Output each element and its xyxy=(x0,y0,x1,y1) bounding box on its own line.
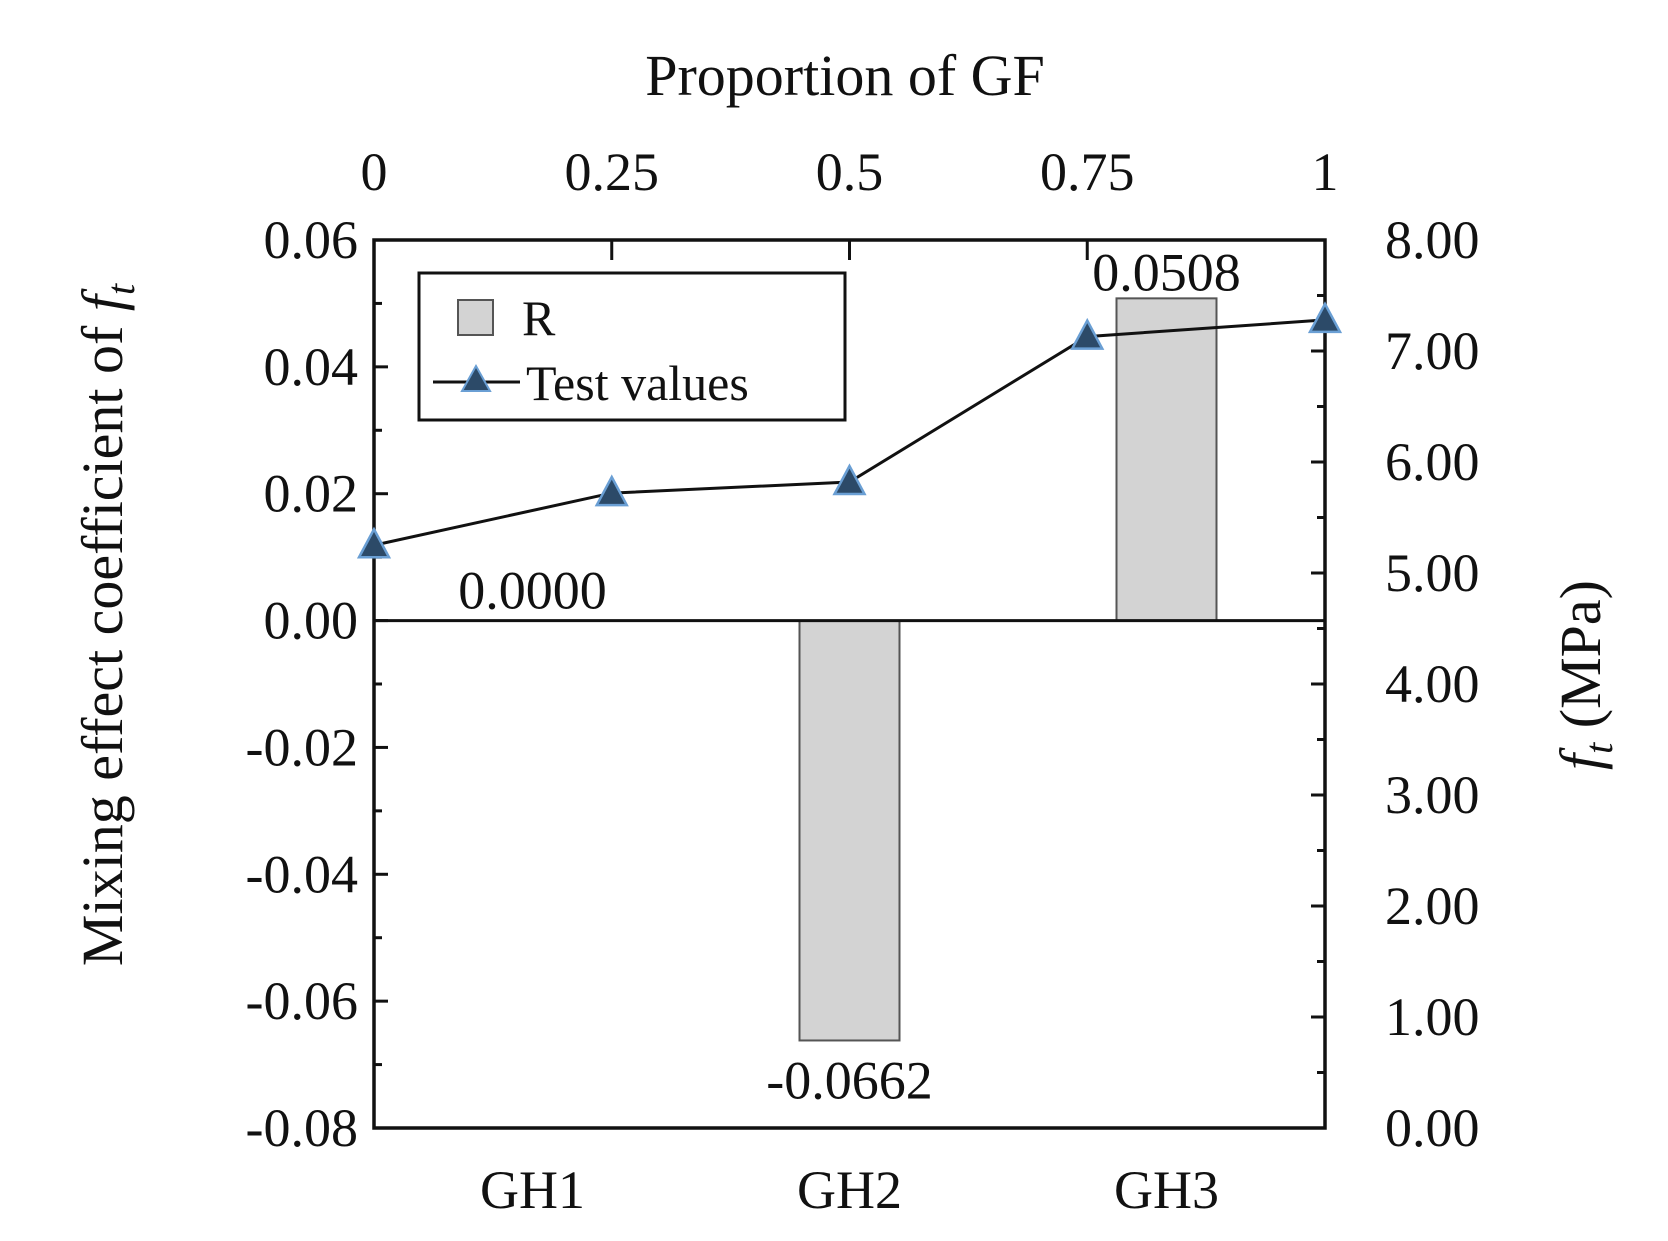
right-tick-label: 1.00 xyxy=(1385,987,1480,1047)
top-tick-label: 0 xyxy=(361,142,388,202)
category-label-gh1: GH1 xyxy=(480,1160,585,1220)
bar-gh3 xyxy=(1115,297,1218,622)
labels-layer: 0.0000 GH1 -0.0662 GH2 0.0508 GH3 0.06 0.04 0.02… xyxy=(246,142,1480,1220)
test-value-marker xyxy=(1070,317,1105,350)
left-tick-label: -0.08 xyxy=(246,1098,358,1158)
left-axis-title-subscript: t xyxy=(98,283,143,295)
right-tick-label: 2.00 xyxy=(1385,876,1480,936)
bar-gh2 xyxy=(798,619,901,1042)
left-tick-label: -0.04 xyxy=(246,844,358,904)
legend-box xyxy=(417,271,847,422)
right-tick-label: 8.00 xyxy=(1385,210,1480,270)
bars-layer xyxy=(798,297,1218,1042)
right-tick-label: 3.00 xyxy=(1385,765,1480,825)
right-tick-label: 4.00 xyxy=(1385,654,1480,714)
test-value-marker xyxy=(1307,301,1343,334)
left-tick-label: 0.00 xyxy=(264,591,359,651)
category-label-gh2: GH2 xyxy=(797,1160,902,1220)
top-tick-label: 1 xyxy=(1312,142,1339,202)
bar-value-label-gh2: -0.0662 xyxy=(766,1050,932,1110)
bar-value-label-gh1: 0.0000 xyxy=(458,561,607,621)
left-tick-label: -0.02 xyxy=(246,717,358,777)
top-axis-title: Proportion of GF xyxy=(645,43,1045,108)
right-tick-label: 7.00 xyxy=(1385,321,1480,381)
legend-swatch-r xyxy=(457,299,494,336)
top-tick-label: 0.25 xyxy=(565,142,660,202)
right-tick-label: 0.00 xyxy=(1385,1098,1480,1158)
right-axis-title-unit: (MPa) xyxy=(1548,580,1613,743)
top-tick-label: 0.75 xyxy=(1040,142,1135,202)
right-axis-title: ft (MPa) xyxy=(1548,580,1621,770)
test-value-marker xyxy=(832,463,867,496)
left-tick-label: -0.06 xyxy=(246,971,358,1031)
legend-label-r: R xyxy=(522,290,556,346)
right-tick-label: 5.00 xyxy=(1385,543,1480,603)
legend-label-test-values: Test values xyxy=(526,355,749,411)
legend-triangle-marker xyxy=(460,363,492,392)
test-value-marker xyxy=(356,526,392,559)
top-tick-label: 0.5 xyxy=(816,142,884,202)
left-axis-title-main: Mixing effect coefficient of xyxy=(70,311,135,966)
left-tick-label: 0.02 xyxy=(264,464,359,524)
left-tick-label: 0.06 xyxy=(264,210,359,270)
left-tick-label: 0.04 xyxy=(264,337,359,397)
right-axis-title-subscript: t xyxy=(1576,742,1621,754)
left-axis-title: Mixing effect coefficient of ft xyxy=(70,283,143,966)
test-value-marker xyxy=(594,474,629,507)
legend: R Test values xyxy=(417,271,847,422)
line-series-layer xyxy=(356,301,1343,559)
right-tick-label: 6.00 xyxy=(1385,432,1480,492)
bar-value-label-gh3: 0.0508 xyxy=(1092,242,1241,302)
category-label-gh3: GH3 xyxy=(1114,1160,1219,1220)
